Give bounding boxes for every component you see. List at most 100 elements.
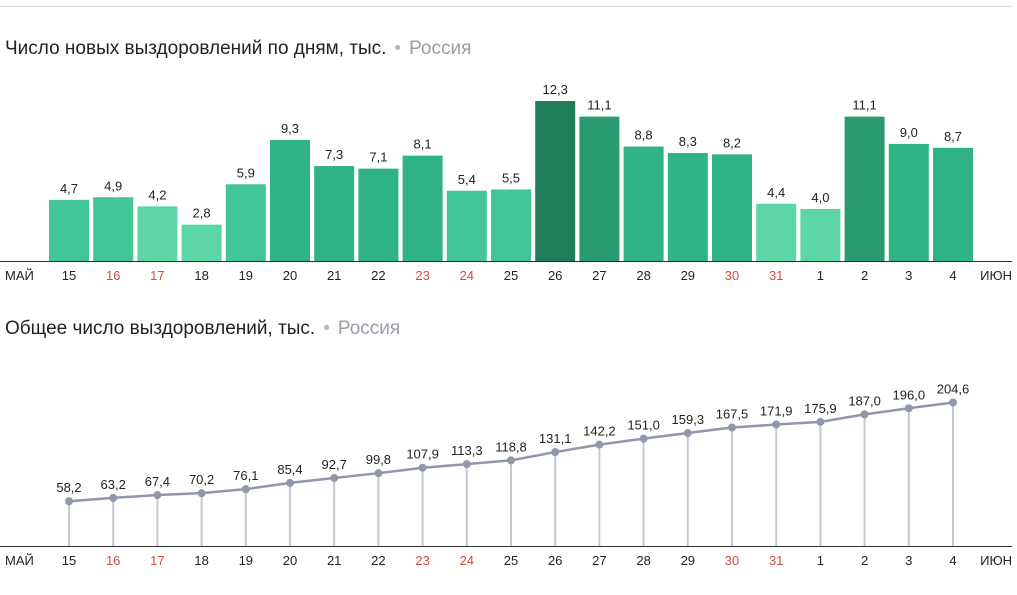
bar bbox=[667, 153, 708, 261]
x-tick-label: 21 bbox=[327, 268, 341, 283]
top-divider bbox=[0, 6, 1012, 7]
x-tick-label: 19 bbox=[239, 268, 253, 283]
bar-chart-region: Россия bbox=[409, 38, 472, 59]
point-value-label: 99,8 bbox=[366, 452, 391, 467]
x-tick-label: 23 bbox=[415, 553, 429, 568]
x-tick-label: 21 bbox=[327, 553, 341, 568]
x-tick-label: 17 bbox=[150, 553, 164, 568]
data-point bbox=[65, 497, 73, 506]
bar-value-label: 4,2 bbox=[148, 187, 166, 202]
line-chart-region: Россия bbox=[337, 318, 401, 339]
data-point bbox=[551, 448, 560, 457]
month-start-label: МАЙ bbox=[5, 553, 34, 568]
line-chart-title-text: Общее число выздоровлений, тыс. bbox=[5, 318, 316, 339]
point-value-label: 70,2 bbox=[189, 472, 214, 487]
data-point bbox=[374, 469, 383, 478]
x-tick-label: 16 bbox=[106, 553, 120, 568]
point-value-label: 167,5 bbox=[716, 407, 749, 422]
x-tick-label: 1 bbox=[817, 268, 824, 283]
data-point bbox=[197, 489, 206, 498]
point-value-label: 107,9 bbox=[406, 447, 439, 462]
x-tick-label: 23 bbox=[415, 268, 429, 283]
point-value-label: 113,3 bbox=[451, 443, 483, 458]
bar-value-label: 8,1 bbox=[414, 137, 432, 152]
line-chart-title: Общее число выздоровлений, тыс. • Россия bbox=[5, 318, 400, 340]
x-tick-label: 20 bbox=[283, 268, 297, 283]
data-point bbox=[683, 429, 692, 438]
bar bbox=[402, 155, 443, 261]
point-value-label: 159,3 bbox=[672, 412, 705, 427]
bar bbox=[491, 189, 531, 261]
bar bbox=[137, 206, 178, 261]
x-tick-label: 4 bbox=[949, 268, 956, 283]
point-value-label: 131,1 bbox=[539, 431, 572, 446]
bar bbox=[579, 116, 620, 261]
bar bbox=[181, 224, 222, 261]
x-tick-label: 18 bbox=[194, 268, 208, 283]
bar bbox=[270, 140, 310, 261]
bar bbox=[49, 199, 89, 261]
point-value-label: 92,7 bbox=[322, 457, 347, 472]
bar-value-label: 9,0 bbox=[900, 125, 918, 140]
data-point bbox=[595, 440, 604, 449]
x-tick-label: 30 bbox=[725, 553, 739, 568]
x-tick-label: 25 bbox=[504, 268, 518, 283]
x-tick-label: 22 bbox=[371, 268, 385, 283]
bar-chart-title-text: Число новых выздоровлений по дням, тыс. bbox=[5, 38, 387, 59]
bar-value-label: 4,4 bbox=[767, 185, 785, 200]
bar-value-label: 7,3 bbox=[325, 147, 343, 162]
data-point bbox=[418, 463, 427, 472]
x-tick-label: 15 bbox=[62, 553, 76, 568]
bar bbox=[93, 197, 134, 261]
bar-value-label: 11,1 bbox=[852, 98, 876, 113]
x-tick-label: 19 bbox=[239, 553, 253, 568]
point-value-label: 196,0 bbox=[893, 387, 926, 402]
bar-value-label: 11,1 bbox=[587, 98, 611, 113]
data-point bbox=[816, 417, 825, 426]
x-tick-label: 20 bbox=[283, 553, 297, 568]
bar-value-label: 8,8 bbox=[635, 128, 653, 143]
daily-recoveries-bar-chart: 4,7 4,9 4,2 2,8 5,9 9,3 7,3 7,1 8,1 5,4 5,5 12,3 11,… bbox=[0, 82, 1012, 283]
bar bbox=[358, 168, 399, 261]
bar-value-label: 5,9 bbox=[237, 165, 255, 180]
point-value-label: 142,2 bbox=[583, 424, 616, 439]
bar bbox=[888, 143, 929, 261]
point-value-label: 118,8 bbox=[495, 439, 527, 454]
bar-value-label: 8,7 bbox=[944, 129, 962, 144]
x-tick-label: 2 bbox=[861, 268, 868, 283]
bar-value-label: 5,5 bbox=[502, 170, 520, 185]
point-value-label: 171,9 bbox=[760, 404, 793, 419]
bar bbox=[844, 116, 885, 261]
data-point bbox=[330, 473, 339, 482]
title-separator-dot: • bbox=[323, 318, 330, 339]
x-tick-label: 31 bbox=[769, 268, 783, 283]
total-recoveries-line-chart: 58,2 63,2 67,4 70,2 76,1 85,4 92,7 99,8 107,9 113… bbox=[0, 381, 1012, 568]
bar-value-label: 4,7 bbox=[60, 181, 78, 196]
data-point bbox=[772, 420, 781, 429]
x-tick-label: 3 bbox=[905, 268, 912, 283]
bar bbox=[225, 184, 266, 261]
x-tick-label: 31 bbox=[769, 553, 783, 568]
x-tick-label: 28 bbox=[636, 268, 650, 283]
data-point bbox=[109, 493, 118, 502]
x-tick-label: 24 bbox=[460, 268, 474, 283]
bar bbox=[712, 154, 752, 261]
point-value-label: 58,2 bbox=[56, 480, 81, 495]
x-tick-label: 22 bbox=[371, 553, 385, 568]
data-point bbox=[639, 434, 648, 443]
bar-value-label: 8,2 bbox=[723, 135, 741, 150]
data-point bbox=[462, 460, 471, 469]
x-tick-label: 16 bbox=[106, 268, 120, 283]
x-tick-label: 15 bbox=[62, 268, 76, 283]
title-separator-dot: • bbox=[394, 38, 402, 59]
bar bbox=[756, 203, 797, 261]
x-tick-label: 1 bbox=[817, 553, 824, 568]
x-tick-label: 26 bbox=[548, 553, 562, 568]
point-value-label: 175,9 bbox=[804, 401, 837, 416]
bar-value-label: 4,9 bbox=[104, 178, 122, 193]
x-tick-label: 4 bbox=[949, 553, 956, 568]
bar bbox=[314, 166, 355, 261]
data-point bbox=[949, 398, 957, 407]
bar-value-label: 5,4 bbox=[458, 172, 476, 187]
x-tick-label: 3 bbox=[905, 553, 912, 568]
